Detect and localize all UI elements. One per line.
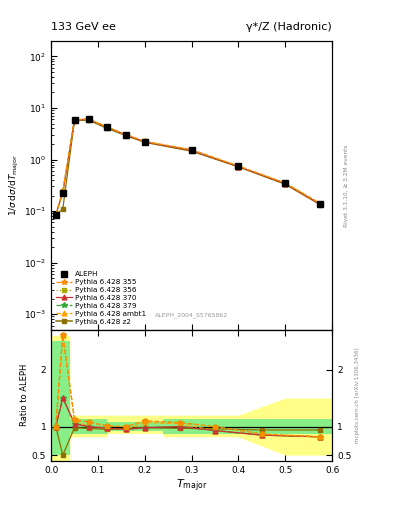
Text: γ*/Z (Hadronic): γ*/Z (Hadronic): [246, 22, 332, 32]
Y-axis label: mcplots.cern.ch [arXiv:1306.3436]: mcplots.cern.ch [arXiv:1306.3436]: [356, 347, 360, 443]
Text: ALEPH_2004_S5765862: ALEPH_2004_S5765862: [155, 312, 228, 318]
Y-axis label: Ratio to ALEPH: Ratio to ALEPH: [20, 364, 29, 426]
Legend: ALEPH, Pythia 6.428 355, Pythia 6.428 356, Pythia 6.428 370, Pythia 6.428 379, P: ALEPH, Pythia 6.428 355, Pythia 6.428 35…: [55, 270, 147, 326]
Text: 133 GeV ee: 133 GeV ee: [51, 22, 116, 32]
X-axis label: $T_{\mathrm{major}}$: $T_{\mathrm{major}}$: [176, 477, 207, 494]
Y-axis label: $1/\sigma\,\mathrm{d}\sigma/\mathrm{d}T_{\mathrm{major}}$: $1/\sigma\,\mathrm{d}\sigma/\mathrm{d}T_…: [8, 154, 21, 216]
Y-axis label: Rivet 3.1.10, ≥ 3.2M events: Rivet 3.1.10, ≥ 3.2M events: [344, 144, 349, 226]
